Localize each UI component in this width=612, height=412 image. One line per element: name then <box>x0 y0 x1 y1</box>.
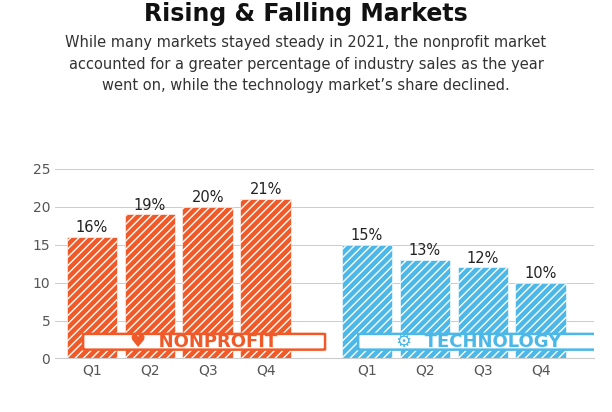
Bar <box>182 207 233 358</box>
Text: 16%: 16% <box>76 220 108 235</box>
FancyBboxPatch shape <box>83 334 325 350</box>
Text: 10%: 10% <box>524 266 557 281</box>
Bar <box>124 214 175 358</box>
Text: 13%: 13% <box>409 243 441 258</box>
FancyBboxPatch shape <box>358 334 600 350</box>
Text: Rising & Falling Markets: Rising & Falling Markets <box>144 2 468 26</box>
Bar <box>341 245 392 358</box>
Bar <box>458 267 508 358</box>
Text: 15%: 15% <box>351 228 383 243</box>
Bar <box>67 237 117 358</box>
Text: 20%: 20% <box>192 190 224 205</box>
Bar <box>241 199 291 358</box>
Text: ⚙  TECHNOLOGY: ⚙ TECHNOLOGY <box>397 333 562 351</box>
Text: 12%: 12% <box>466 250 499 266</box>
Text: While many markets stayed steady in 2021, the nonprofit market
accounted for a g: While many markets stayed steady in 2021… <box>65 35 547 93</box>
Bar <box>400 260 450 358</box>
Text: 21%: 21% <box>250 183 282 197</box>
Bar <box>515 283 566 358</box>
Text: 19%: 19% <box>133 197 166 213</box>
Text: ♥  NONPROFIT: ♥ NONPROFIT <box>130 333 278 351</box>
